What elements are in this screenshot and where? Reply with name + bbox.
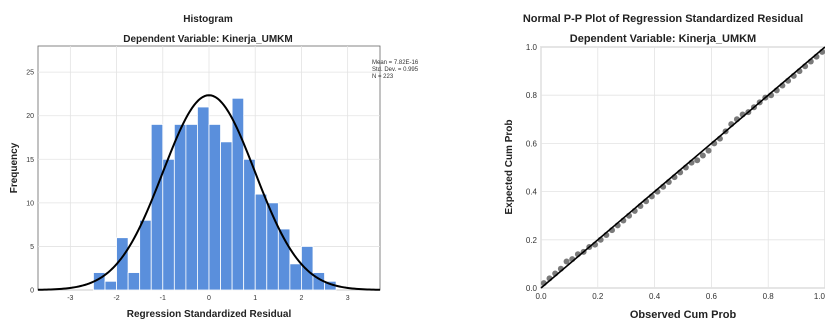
reference-line [540,46,825,289]
histogram-bar [116,237,129,291]
histogram-bar [139,219,152,291]
y-tick-label: 0 [30,288,34,295]
x-tick-label: 0.4 [649,292,661,301]
x-tick-label: 2 [299,295,303,302]
pp-plot-subtitle: Dependent Variable: Kinerja_UMKM [570,33,756,45]
pp-point [705,147,712,154]
y-tick-label: 0.2 [526,236,538,245]
histogram-bar [173,124,187,291]
y-tick-label: 0.8 [526,91,538,100]
stat-n: N = 223 [372,74,394,80]
x-tick-label: -2 [113,295,119,302]
pp-plot-grid [540,46,825,289]
histogram-bar [243,158,256,291]
y-tick-label: 1.0 [526,43,538,52]
pp-plot-x-ticks: 0.0 0.2 0.4 0.6 0.8 1.0 [535,292,825,301]
x-tick-label: 0.6 [706,292,718,301]
y-tick-label: 5 [30,244,34,251]
histogram-bar [127,272,141,291]
pp-point [694,157,701,164]
y-tick-label: 10 [26,200,34,207]
pp-plot-title: Normal P-P Plot of Regression Standardiz… [523,13,803,25]
x-tick-label: 1.0 [814,292,825,301]
y-tick-label: 15 [26,157,34,164]
histogram-bar [220,141,233,291]
pp-plot-x-label: Observed Cum Prob [630,309,737,321]
y-tick-label: 0.0 [526,284,538,293]
x-tick-label: 0.0 [535,292,547,301]
stat-mean: Mean = 7.82E-16 [372,60,419,66]
normal-curve [37,94,381,291]
histogram-bar [231,97,245,291]
y-tick-label: 25 [26,70,34,77]
histogram-bar [208,124,221,291]
histogram-bar [277,228,291,291]
histogram-bar [185,124,198,291]
pp-plot-points [540,48,825,287]
x-tick-label: 1 [253,295,257,302]
histogram-bar [254,193,268,291]
histogram-subtitle: Dependent Variable: Kinerja_UMKM [123,34,292,45]
histogram-chart: Histogram Dependent Variable: Kinerja_UM… [9,14,419,320]
histogram-bars [93,97,337,291]
histogram-y-label: Frequency [9,142,20,193]
stat-std-dev: Std. Dev. = 0.995 [372,67,419,73]
x-tick-label: 0.8 [763,292,775,301]
histogram-y-ticks: 0 5 10 15 20 25 [26,70,34,295]
y-tick-label: 0.4 [526,188,538,197]
histogram-bar [197,106,210,291]
histogram-title: Histogram [183,14,233,25]
x-tick-label: 3 [346,295,350,302]
histogram-bar [301,246,314,291]
histogram-x-label: Regression Standardized Residual [127,309,292,320]
pp-plot-y-ticks: 0.0 0.2 0.4 0.6 0.8 1.0 [526,43,538,293]
y-tick-label: 20 [26,113,34,120]
pp-plot-y-label: Expected Cum Prob [504,119,515,214]
histogram-x-ticks: -3 -2 -1 0 1 2 3 [67,295,349,302]
x-tick-label: 0 [207,295,211,302]
histogram-bar [150,124,164,291]
histogram-bar [104,280,117,291]
x-tick-label: -3 [67,295,73,302]
y-tick-label: 0.6 [526,139,538,148]
pp-point [699,152,706,159]
pp-plot-chart: Normal P-P Plot of Regression Standardiz… [504,13,825,321]
x-tick-label: 0.2 [592,292,604,301]
histogram-bar [289,263,302,291]
pp-point [563,258,570,265]
histogram-bar [162,158,175,291]
x-tick-label: -1 [160,295,166,302]
